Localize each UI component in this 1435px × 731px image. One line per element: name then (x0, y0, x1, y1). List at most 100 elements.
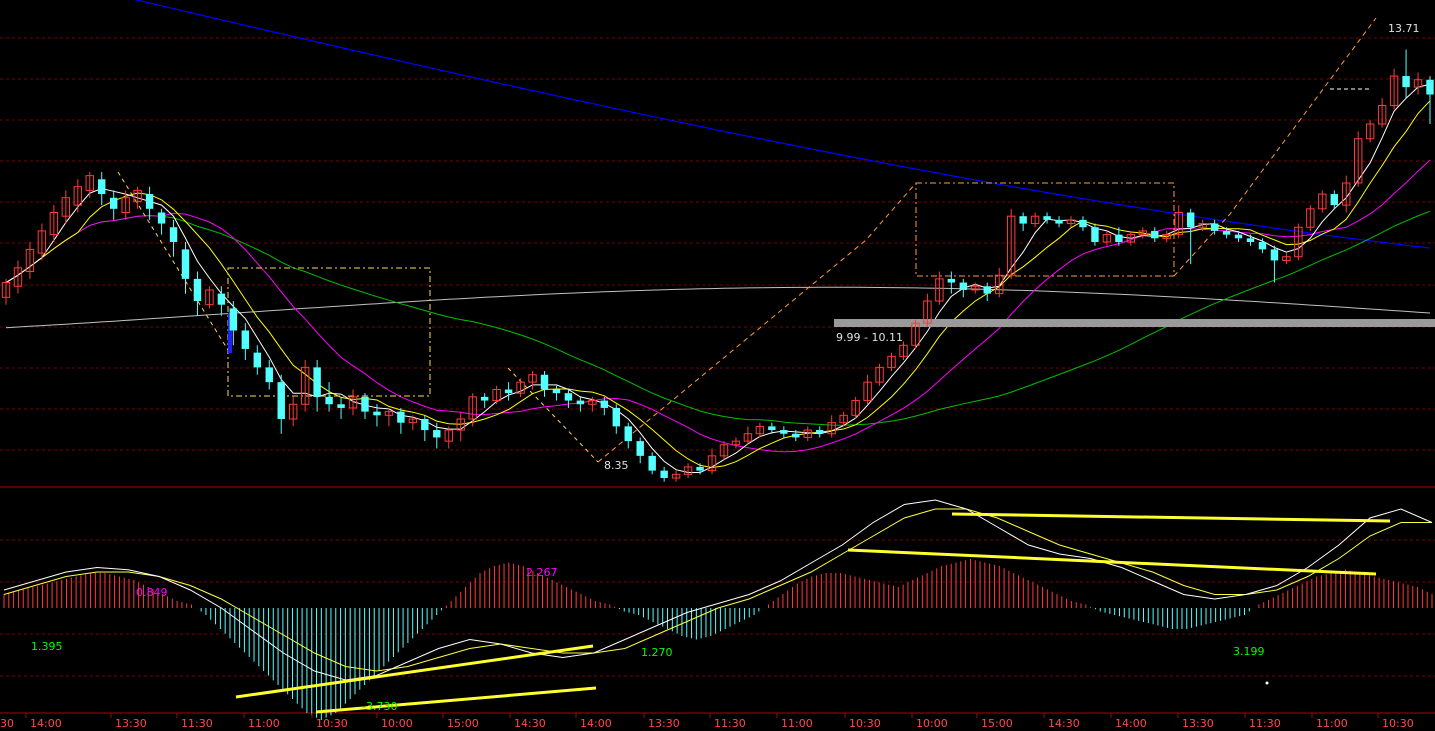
candle-body (1294, 226, 1303, 258)
candle-body (1126, 234, 1136, 243)
time-axis-label: 13:30 (648, 717, 680, 730)
candle-body (1365, 123, 1375, 140)
time-axis-label: 10:30 (849, 717, 881, 730)
time-axis-label: 14:00 (30, 717, 62, 730)
candle-body (456, 418, 465, 431)
candle-body (827, 422, 836, 435)
candle-body (1019, 216, 1027, 224)
candle-body (600, 400, 609, 408)
candle-body (98, 179, 106, 195)
time-axis-label: 14:00 (1115, 717, 1147, 730)
candle-body (193, 278, 202, 301)
candle-body (480, 396, 489, 401)
ma120-line (134, 0, 1431, 249)
candle-body (1079, 219, 1087, 228)
ma10-line (5, 100, 1431, 469)
candle-body (552, 389, 561, 394)
candle-body (564, 393, 573, 401)
ma250-line (5, 286, 1431, 329)
candle-body (384, 411, 394, 416)
candle-body (1006, 215, 1016, 276)
time-axis-label: 11:00 (781, 717, 813, 730)
marker-dot (1265, 681, 1269, 685)
candle-body (707, 455, 717, 472)
dif-line (3, 499, 1433, 681)
candle-body (899, 344, 908, 357)
candle-body (313, 367, 321, 397)
macd-label-2: 0.849 (136, 586, 168, 599)
candle-body (1258, 242, 1267, 250)
candle-body (433, 430, 441, 438)
candle-body (839, 414, 848, 424)
candle-body (145, 194, 154, 209)
candle-body (947, 278, 956, 283)
trend-line (235, 644, 594, 699)
candle-body (743, 433, 753, 442)
range-box-left (227, 267, 431, 397)
candle-body (1198, 223, 1207, 228)
candle-body (816, 430, 824, 434)
candle-body (755, 425, 765, 435)
blue-marker (228, 313, 232, 353)
candle-body (288, 403, 298, 420)
trend-line (315, 686, 597, 714)
ma20-line (5, 159, 1431, 453)
candle-body (492, 389, 501, 402)
candle-body (1389, 75, 1399, 107)
macd-label-4: -3.730 (362, 700, 397, 713)
candle-body (911, 322, 920, 346)
candle-body (468, 396, 477, 420)
candle-body (265, 367, 273, 383)
range-box-right (915, 182, 1175, 277)
time-axis-label: 30 (0, 717, 14, 730)
time-axis-label: 11:30 (181, 717, 213, 730)
candle-body (1102, 234, 1112, 243)
candle-body (1413, 79, 1423, 88)
time-axis-label: 11:30 (714, 717, 746, 730)
candle-body (49, 212, 59, 236)
candle-body (421, 419, 429, 431)
candle-body (397, 411, 405, 423)
candle-body (612, 407, 620, 427)
high-price-label: 13.71 (1388, 22, 1420, 35)
candle-body (133, 189, 142, 202)
time-axis-label: 15:00 (981, 717, 1013, 730)
candle-body (1115, 234, 1123, 242)
candle-body (1222, 230, 1231, 235)
candle-body (1055, 219, 1063, 224)
time-axis-label: 15:00 (447, 717, 479, 730)
candle-body (671, 473, 681, 479)
candle-body (648, 455, 656, 471)
candle-body (229, 308, 238, 331)
guide-line (597, 182, 917, 463)
candle-body (408, 418, 418, 424)
candle-body (696, 466, 704, 471)
candle-body (277, 382, 285, 419)
candle-body (887, 355, 896, 368)
dea-line (3, 508, 1432, 672)
range-box-label: 9.99 - 10.11 (836, 331, 903, 344)
candle-body (1138, 230, 1148, 236)
candle-body (25, 248, 35, 272)
candle-body (768, 426, 776, 431)
candle-body (73, 186, 83, 206)
candle-body (1318, 193, 1327, 210)
candlesticks (1, 49, 1434, 482)
macd-label-5: 1.270 (641, 646, 673, 659)
candle-body (1306, 208, 1315, 228)
moving-average-lines (5, 0, 1431, 473)
candle-body (1234, 234, 1243, 239)
macd-panel (3, 499, 1433, 720)
candle-body (528, 374, 537, 383)
time-axis-label: 14:30 (1048, 717, 1080, 730)
macd-label-3: 2.267 (526, 566, 558, 579)
candle-body (971, 285, 980, 291)
candle-body (576, 400, 585, 405)
candle-body (1270, 249, 1279, 261)
trend-line (847, 548, 1377, 576)
trend-line (951, 512, 1391, 523)
candle-body (348, 396, 358, 409)
candle-body (1342, 182, 1351, 206)
candle-body (1330, 194, 1338, 206)
